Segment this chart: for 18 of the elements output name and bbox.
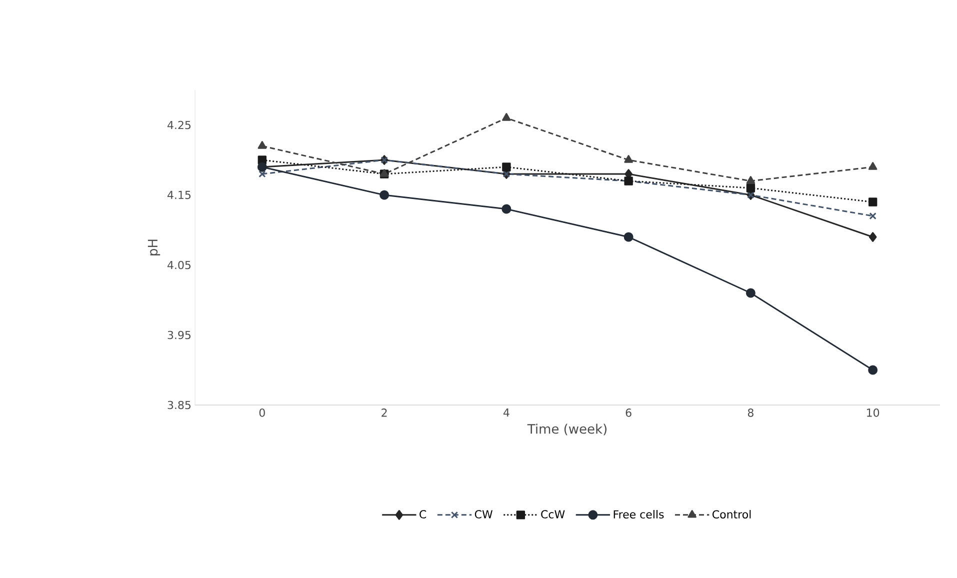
y-axis-title: pH — [148, 240, 160, 256]
legend-label: CW — [474, 510, 492, 518]
x-tick-label: 10 — [867, 408, 880, 417]
legend-label: C — [420, 510, 426, 518]
y-tick-label: 3.85 — [168, 400, 191, 410]
x-tick-label: 8 — [748, 408, 754, 417]
y-tick-label: 4.25 — [168, 120, 191, 130]
x-tick-label: 4 — [503, 408, 510, 417]
y-tick-label: 4.15 — [168, 190, 191, 200]
x-axis-title: Time (week) — [527, 424, 606, 436]
x-tick-label: 6 — [626, 408, 632, 417]
legend-label: Free cells — [614, 510, 664, 519]
x-tick-label: 2 — [382, 408, 387, 417]
y-tick-label: 4.05 — [168, 260, 191, 270]
x-tick-label: 0 — [259, 408, 265, 417]
y-tick-label: 3.95 — [168, 330, 191, 340]
legend-label: Control — [712, 510, 751, 519]
legend-label: CcW — [541, 510, 565, 518]
